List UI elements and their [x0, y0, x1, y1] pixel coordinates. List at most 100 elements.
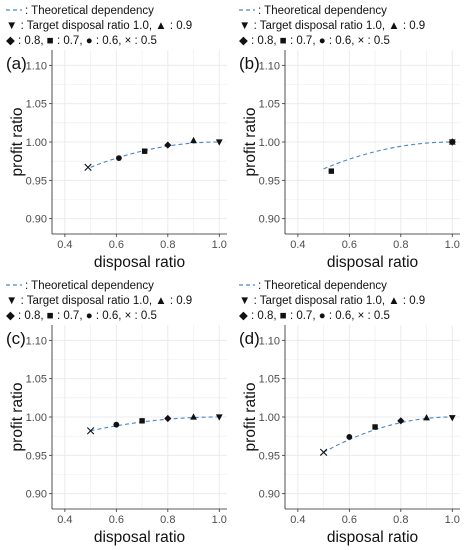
data-point-0-8 — [164, 141, 172, 149]
theoretical-curve — [323, 141, 453, 170]
panel-label: (c) — [6, 329, 26, 348]
data-points — [84, 136, 223, 171]
y-tick-label: 0.90 — [259, 489, 280, 501]
y-tick-label: 0.95 — [259, 175, 280, 187]
panel-label: (a) — [6, 54, 27, 73]
data-point-1-0 — [215, 139, 223, 146]
legend-text-theoretical: : Theoretical dependency — [258, 280, 387, 292]
y-axis-label: profit ratio — [242, 108, 259, 177]
y-tick-label: 1.10 — [26, 60, 47, 72]
x-tick-label: 0.4 — [290, 239, 305, 251]
legend-text-theoretical: : Theoretical dependency — [25, 5, 154, 17]
x-tick-label: 1.0 — [212, 239, 227, 251]
legend: : Theoretical dependency ▼ : Target dispo… — [6, 5, 192, 47]
data-point-0-7 — [139, 418, 145, 424]
y-tick-label: 1.05 — [259, 99, 280, 111]
data-point-0-6 — [116, 155, 122, 162]
y-tick-label: 1.05 — [26, 99, 47, 111]
y-tick-label: 0.95 — [26, 175, 47, 187]
x-tick-label: 0.4 — [57, 239, 72, 251]
legend-text-target: ▼ : Target disposal ratio 1.0, ▲ : 0.9 — [239, 295, 425, 307]
data-point-0-9 — [423, 414, 430, 421]
y-axis-label: profit ratio — [9, 108, 26, 177]
legend-text-markers: ◆ : 0.8, ■ : 0.7, ● : 0.6, × : 0.5 — [239, 310, 390, 322]
legend-text-target: ▼ : Target disposal ratio 1.0, ▲ : 0.9 — [6, 20, 192, 32]
legend-theoretical: : Theoretical dependency — [6, 5, 154, 17]
grid — [285, 325, 460, 509]
y-tick-label: 0.90 — [259, 214, 280, 226]
panel-label: (b) — [239, 54, 260, 73]
chart-panel-d: : Theoretical dependency ▼ : Target dispo… — [233, 275, 466, 550]
data-point-0-5 — [84, 163, 92, 171]
grid — [52, 325, 227, 509]
x-tick-label: 0.4 — [57, 514, 72, 526]
y-tick-label: 1.05 — [259, 374, 280, 386]
legend: : Theoretical dependency ▼ : Target dispo… — [6, 280, 192, 322]
data-points — [86, 413, 223, 435]
chart-panel-a: : Theoretical dependency ▼ : Target dispo… — [0, 0, 233, 275]
x-tick-label: 0.8 — [160, 514, 175, 526]
data-point-0-6 — [346, 434, 353, 440]
chart-panel-c: : Theoretical dependency ▼ : Target dispo… — [0, 275, 233, 550]
y-tick-label: 1.00 — [26, 137, 47, 149]
x-axis-label: disposal ratio — [327, 529, 418, 546]
x-tick-label: 0.6 — [342, 514, 357, 526]
y-tick-label: 1.00 — [259, 137, 280, 149]
data-point-1-0 — [448, 415, 456, 422]
x-tick-label: 0.4 — [290, 514, 305, 526]
y-axis-label: profit ratio — [242, 383, 259, 452]
data-point-0-6 — [449, 139, 456, 145]
y-tick-label: 1.00 — [259, 412, 280, 424]
x-tick-label: 0.8 — [393, 239, 408, 251]
data-point-0-6 — [113, 421, 120, 428]
x-tick-label: 0.6 — [342, 239, 357, 251]
data-point-0-9 — [190, 136, 197, 144]
grid — [285, 50, 460, 234]
panel-label: (d) — [239, 329, 260, 348]
y-tick-label: 1.05 — [26, 374, 47, 386]
y-tick-label: 0.95 — [26, 450, 47, 462]
data-point-0-7 — [141, 148, 148, 154]
legend-text-target: ▼ : Target disposal ratio 1.0, ▲ : 0.9 — [6, 295, 192, 307]
legend-text-markers: ◆ : 0.8, ■ : 0.7, ● : 0.6, × : 0.5 — [6, 35, 157, 47]
x-tick-label: 0.6 — [109, 514, 124, 526]
theoretical-curve — [323, 416, 453, 453]
data-point-0-9 — [190, 413, 197, 420]
y-tick-label: 1.10 — [259, 335, 280, 347]
legend-theoretical: : Theoretical dependency — [239, 280, 387, 292]
chart-svg-b: : Theoretical dependency ▼ : Target dispo… — [239, 5, 460, 271]
legend: : Theoretical dependency ▼ : Target dispo… — [239, 5, 425, 47]
data-points — [319, 414, 456, 456]
chart-svg-a: : Theoretical dependency ▼ : Target dispo… — [6, 5, 227, 271]
y-tick-label: 0.90 — [26, 214, 47, 226]
data-point-0-5 — [319, 448, 328, 456]
legend-text-target: ▼ : Target disposal ratio 1.0, ▲ : 0.9 — [239, 20, 425, 32]
x-axis-label: disposal ratio — [94, 529, 185, 546]
legend-text-markers: ◆ : 0.8, ■ : 0.7, ● : 0.6, × : 0.5 — [6, 310, 157, 322]
data-points — [328, 138, 456, 174]
y-tick-label: 0.95 — [259, 450, 280, 462]
chart-svg-d: : Theoretical dependency ▼ : Target dispo… — [239, 280, 460, 546]
x-tick-label: 1.0 — [212, 514, 227, 526]
chart-svg-c: : Theoretical dependency ▼ : Target dispo… — [6, 280, 227, 546]
x-axis-label: disposal ratio — [327, 254, 418, 271]
legend-text-theoretical: : Theoretical dependency — [25, 280, 154, 292]
y-tick-label: 1.00 — [26, 412, 47, 424]
legend-theoretical: : Theoretical dependency — [6, 280, 154, 292]
y-axis-label: profit ratio — [9, 383, 26, 452]
legend-text-theoretical: : Theoretical dependency — [258, 5, 387, 17]
data-point-0-5 — [86, 427, 95, 435]
x-tick-label: 1.0 — [445, 239, 460, 251]
theoretical-curve — [90, 416, 220, 432]
legend: : Theoretical dependency ▼ : Target dispo… — [239, 280, 425, 322]
data-point-0-8 — [164, 414, 172, 423]
x-tick-label: 1.0 — [445, 514, 460, 526]
x-tick-label: 0.8 — [160, 239, 175, 251]
y-tick-label: 0.90 — [26, 489, 47, 501]
legend-theoretical: : Theoretical dependency — [239, 5, 387, 17]
x-tick-label: 0.8 — [393, 514, 408, 526]
y-tick-label: 1.10 — [259, 60, 280, 72]
x-tick-label: 0.6 — [109, 239, 124, 251]
theoretical-curve — [90, 141, 220, 168]
data-point-0-7 — [328, 168, 335, 174]
